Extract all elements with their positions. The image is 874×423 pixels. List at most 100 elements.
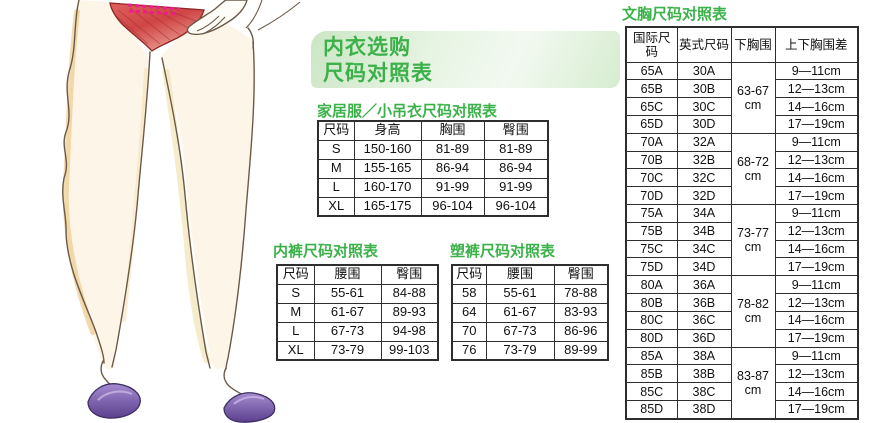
underbust-range: 73-77 — [737, 226, 769, 241]
column-header: 臀围 — [483, 120, 549, 141]
table-row: 70A 32A 68-72 cm 9—11cm — [625, 132, 859, 206]
cell: 30D — [676, 114, 732, 134]
column-header: 身高 — [353, 120, 422, 141]
cell: 55-61 — [485, 283, 555, 304]
cell: 12—13cm — [774, 364, 859, 384]
waistband-stitching — [127, 3, 181, 16]
table-row: 85C 38C 14—16cm — [625, 382, 859, 401]
column-header: 英式尺码 — [676, 26, 732, 63]
left-shoe — [87, 383, 141, 419]
cell: 80C — [625, 310, 678, 330]
cell: 86-94 — [420, 158, 485, 179]
page-title-line1: 内衣选购 — [323, 36, 411, 59]
cell: 12—13cm — [774, 221, 859, 241]
cell: 38D — [676, 399, 732, 420]
cell: 17—19cm — [774, 399, 859, 420]
cell: 38C — [676, 382, 732, 401]
cell: 83-93 — [553, 302, 609, 323]
cell: 165-175 — [353, 196, 422, 217]
table-row: 85A 38A 83-87 cm 9—11cm — [625, 346, 859, 420]
shaping-pants-table: 尺码 腰围 臀围 58 55-61 78-88 64 61-67 83-93 70 67-73 86-… — [451, 264, 609, 361]
header-row: 国际尺码 英式尺码 下胸围 上下胸围差 — [625, 26, 859, 63]
cell: L — [317, 177, 355, 198]
column-header: 尺码 — [451, 264, 487, 285]
table-row: 75D 34D 17—19cm — [625, 257, 859, 277]
underbust-merged-cell: 63-67 cm — [730, 61, 776, 134]
cell: 34B — [676, 221, 732, 241]
underbust-unit: cm — [744, 97, 762, 112]
page-title-line2: 尺码对照表 — [323, 62, 433, 85]
column-header: 上下胸围差 — [774, 26, 859, 63]
table-row: 65D 30D 17—19cm — [625, 114, 859, 134]
table-row: XL 73-79 99-103 — [276, 340, 439, 361]
table-row: M 155-165 86-94 86-94 — [317, 158, 549, 179]
table-row: XL 165-175 96-104 96-104 — [317, 196, 549, 217]
cell: 84-88 — [380, 283, 439, 304]
cell: 160-170 — [353, 177, 422, 198]
cell: 75C — [625, 239, 678, 259]
cell: 32C — [676, 168, 732, 188]
cell: XL — [276, 340, 315, 361]
underbust-unit: cm — [744, 311, 762, 326]
table-row: 64 61-67 83-93 — [451, 302, 609, 323]
cell: 38A — [676, 346, 732, 366]
cell: S — [317, 139, 355, 160]
underbust-range: 83-87 — [737, 368, 769, 383]
cell: 75D — [625, 257, 678, 277]
right-leg-inner-outline — [161, 57, 211, 369]
table-row: 75B 34B 12—13cm — [625, 221, 859, 241]
cell: 34A — [676, 204, 732, 223]
cell: 85D — [625, 399, 678, 420]
header-row: 尺码 腰围 臀围 — [276, 264, 439, 285]
cell: 9—11cm — [774, 61, 859, 81]
cell: 85A — [625, 346, 678, 366]
cell: 14—16cm — [774, 168, 859, 188]
cell: 34D — [676, 257, 732, 277]
cell: 14—16cm — [774, 97, 859, 116]
underbust-merged-cell: 68-72 cm — [730, 132, 776, 206]
column-header: 国际尺码 — [625, 26, 678, 63]
cell: 61-67 — [313, 302, 382, 323]
right-leg — [161, 10, 255, 370]
panties-table-title: 内裤尺码对照表 — [273, 243, 379, 260]
underbust-range: 63-67 — [737, 83, 769, 98]
underbust-unit: cm — [744, 168, 762, 183]
table-row: 75C 34C 14—16cm — [625, 239, 859, 259]
underbust-range: 68-72 — [737, 154, 769, 169]
cell: 34C — [676, 239, 732, 259]
hip-line — [247, 27, 255, 49]
table-row: 70B 32B 12—13cm — [625, 150, 859, 170]
cell: 94-98 — [380, 321, 439, 342]
cell: 36D — [676, 328, 732, 348]
bra-table-title: 文胸尺码对照表 — [622, 6, 728, 23]
cell: 86-94 — [483, 158, 549, 179]
cell: M — [276, 302, 315, 323]
cell: 150-160 — [353, 139, 422, 160]
column-header: 胸围 — [420, 120, 485, 141]
cell: 32A — [676, 132, 732, 152]
right-shoe-highlight — [233, 395, 265, 405]
table-row: 58 55-61 78-88 — [451, 283, 609, 304]
column-header: 臀围 — [380, 264, 439, 285]
leg-shading — [162, 68, 211, 364]
cell: 80A — [625, 275, 678, 295]
table-row: M 61-67 89-93 — [276, 302, 439, 323]
cell: 14—16cm — [774, 310, 859, 330]
left-shoe-highlight — [97, 390, 133, 401]
table-row: 65C 30C 14—16cm — [625, 97, 859, 116]
cell: 65B — [625, 79, 678, 99]
leg-shading — [122, 68, 148, 322]
cell: 30B — [676, 79, 732, 99]
table-row: 75A 34A 73-77 cm 9—11cm — [625, 204, 859, 277]
cell: 70 — [451, 321, 487, 342]
panties-table: 尺码 腰围 臀围 S 55-61 84-88 M 61-67 89-93 L 67-73 94-98 X… — [276, 264, 439, 361]
cell: 96-104 — [420, 196, 485, 217]
cell: 58 — [451, 283, 487, 304]
cell: 17—19cm — [774, 257, 859, 277]
cell: 65C — [625, 97, 678, 116]
shaping-pants-table-title: 塑裤尺码对照表 — [450, 243, 556, 260]
table-row: L 67-73 94-98 — [276, 321, 439, 342]
legs-illustration — [62, 0, 301, 423]
cell: 36A — [676, 275, 732, 295]
